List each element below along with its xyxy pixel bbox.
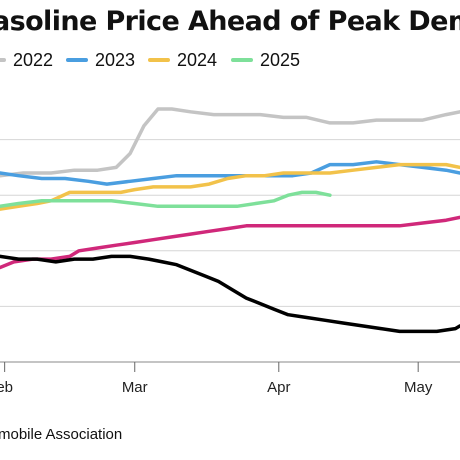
x-tick-label-0: eb	[0, 379, 13, 396]
x-tick-label-2: Apr	[267, 379, 290, 396]
legend-swatch	[231, 58, 253, 62]
series-line-2024	[0, 162, 460, 211]
series-line-unnamed-4	[0, 215, 460, 270]
chart-title-text: asoline Price Ahead of Peak Demand	[0, 6, 460, 37]
chart-title: asoline Price Ahead of Peak Demand	[0, 2, 460, 42]
line-chart: eb Mar Apr May	[0, 107, 460, 396]
series-line-2022	[0, 107, 460, 178]
legend-label: 2024	[177, 50, 218, 70]
legend-swatch	[66, 58, 88, 62]
legend-swatch	[148, 58, 170, 62]
series-line-unnamed-5	[0, 254, 460, 334]
x-tick-label-1: Mar	[122, 379, 148, 396]
series-line-2025	[0, 190, 332, 209]
chart-legend: 2022 2023 2024 2025	[0, 48, 460, 72]
legend-label: 2023	[95, 50, 136, 70]
legend-label: 2022	[13, 50, 54, 70]
legend-label: 2025	[260, 50, 301, 70]
source-note: mobile Association	[0, 426, 123, 443]
legend-swatch	[0, 58, 6, 62]
x-tick-label-3: May	[404, 379, 433, 396]
